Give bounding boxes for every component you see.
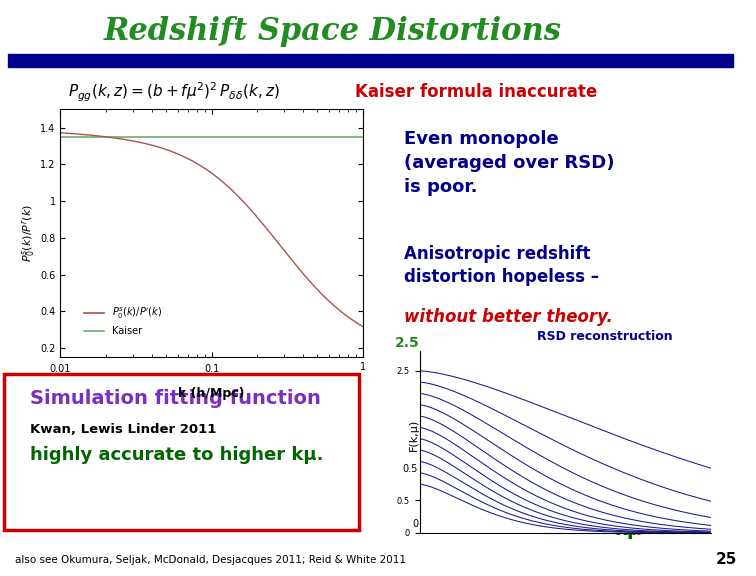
Text: k (h/Mpc): k (h/Mpc)	[178, 387, 245, 400]
Text: RSD reconstruction: RSD reconstruction	[537, 331, 672, 343]
Text: Anisotropic redshift
distortion hopeless –: Anisotropic redshift distortion hopeless…	[404, 245, 600, 286]
Text: $P_{gg}(k,z) = (b + f\mu^2)^2\, P_{\delta\delta}(k,z)$: $P_{gg}(k,z) = (b + f\mu^2)^2\, P_{\delt…	[68, 81, 280, 104]
Text: 0.1: 0.1	[204, 365, 219, 374]
Text: 0.5: 0.5	[403, 464, 418, 475]
Text: Kaiser formula inaccurate: Kaiser formula inaccurate	[355, 83, 597, 101]
Text: without better theory.: without better theory.	[404, 308, 613, 326]
Text: highly accurate to higher kμ.: highly accurate to higher kμ.	[30, 446, 324, 464]
FancyBboxPatch shape	[4, 374, 359, 530]
Text: 0: 0	[412, 519, 418, 529]
Bar	[8, 54, 733, 67]
Text: Redshift Space Distortions: Redshift Space Distortions	[104, 16, 562, 47]
Legend: $P^s_0(k)/P^{\prime}(k)$, Kaiser: $P^s_0(k)/P^{\prime}(k)$, Kaiser	[80, 302, 166, 340]
Text: 25: 25	[716, 552, 737, 567]
Text: kμ: kμ	[614, 520, 641, 539]
Text: Kwan, Lewis Linder 2011: Kwan, Lewis Linder 2011	[30, 423, 217, 437]
Text: $P^{true}(k,\mu)=F(k\mu)\,P^{form}(k,\mu)$: $P^{true}(k,\mu)=F(k\mu)\,P^{form}(k,\mu…	[454, 354, 594, 370]
Text: Simulation fitting function: Simulation fitting function	[30, 389, 321, 408]
Text: Even monopole
(averaged over RSD)
is poor.: Even monopole (averaged over RSD) is poo…	[404, 130, 615, 196]
Y-axis label: $P^s_0(k)/P^r(k)$: $P^s_0(k)/P^r(k)$	[21, 204, 38, 262]
Text: F(k,μ): F(k,μ)	[409, 419, 420, 451]
Text: 0.01: 0.01	[50, 365, 71, 374]
Text: 2.5: 2.5	[395, 336, 420, 350]
Text: also see Okumura, Seljak, McDonald, Desjacques 2011; Reid & White 2011: also see Okumura, Seljak, McDonald, Desj…	[15, 555, 406, 565]
